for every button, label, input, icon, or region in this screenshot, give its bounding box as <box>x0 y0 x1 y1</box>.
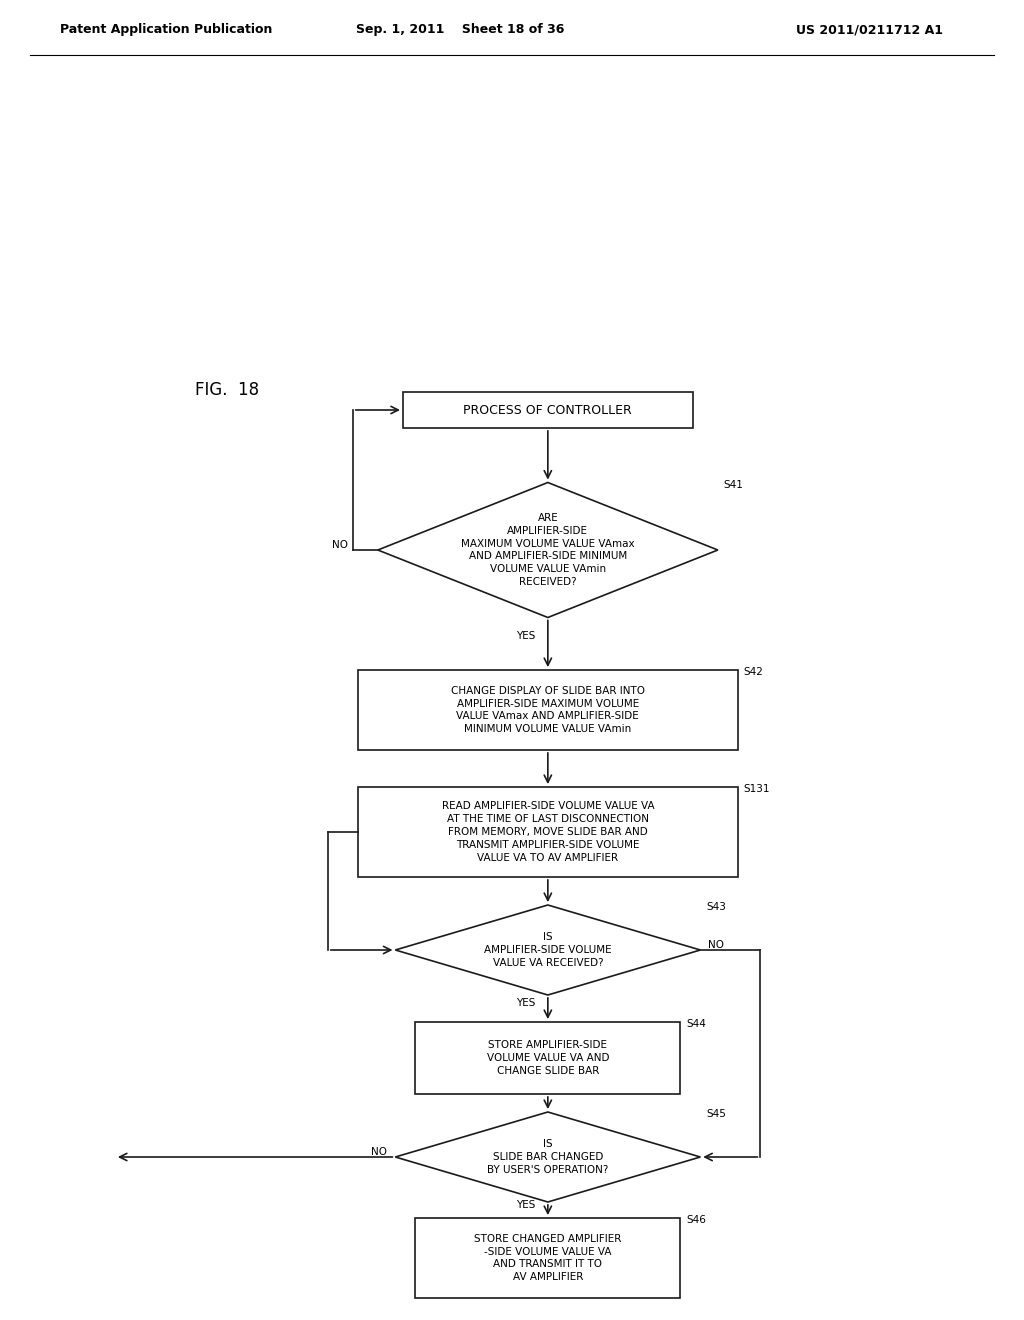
Bar <box>357 787 738 876</box>
Text: NO: NO <box>332 540 348 550</box>
Text: Patent Application Publication: Patent Application Publication <box>60 24 272 37</box>
Text: CHANGE DISPLAY OF SLIDE BAR INTO
AMPLIFIER-SIDE MAXIMUM VOLUME
VALUE VAmax AND A: CHANGE DISPLAY OF SLIDE BAR INTO AMPLIFI… <box>451 686 645 734</box>
Text: STORE AMPLIFIER-SIDE
VOLUME VALUE VA AND
CHANGE SLIDE BAR: STORE AMPLIFIER-SIDE VOLUME VALUE VA AND… <box>486 1040 609 1076</box>
Text: NO: NO <box>372 1147 387 1158</box>
Text: NO: NO <box>709 940 724 950</box>
Bar <box>416 1022 680 1094</box>
Text: IS
SLIDE BAR CHANGED
BY USER'S OPERATION?: IS SLIDE BAR CHANGED BY USER'S OPERATION… <box>487 1139 608 1175</box>
Text: S131: S131 <box>743 784 770 795</box>
Text: YES: YES <box>516 1200 536 1210</box>
Text: S42: S42 <box>743 667 764 677</box>
Text: PROCESS OF CONTROLLER: PROCESS OF CONTROLLER <box>464 404 632 417</box>
Bar <box>402 392 693 428</box>
Text: YES: YES <box>516 998 536 1008</box>
Text: S43: S43 <box>707 902 726 912</box>
Text: IS
AMPLIFIER-SIDE VOLUME
VALUE VA RECEIVED?: IS AMPLIFIER-SIDE VOLUME VALUE VA RECEIV… <box>484 932 611 968</box>
Polygon shape <box>395 906 700 995</box>
Polygon shape <box>395 1111 700 1203</box>
Text: S41: S41 <box>724 479 743 490</box>
Text: STORE CHANGED AMPLIFIER
-SIDE VOLUME VALUE VA
AND TRANSMIT IT TO
AV AMPLIFIER: STORE CHANGED AMPLIFIER -SIDE VOLUME VAL… <box>474 1234 622 1282</box>
Text: S44: S44 <box>686 1019 707 1030</box>
Text: US 2011/0211712 A1: US 2011/0211712 A1 <box>797 24 943 37</box>
Bar <box>416 1218 680 1298</box>
Text: ARE
AMPLIFIER-SIDE
MAXIMUM VOLUME VALUE VAmax
AND AMPLIFIER-SIDE MINIMUM
VOLUME : ARE AMPLIFIER-SIDE MAXIMUM VOLUME VALUE … <box>461 513 635 587</box>
Text: S45: S45 <box>707 1109 726 1119</box>
Text: FIG.  18: FIG. 18 <box>195 381 259 399</box>
Text: S46: S46 <box>686 1214 707 1225</box>
Text: Sep. 1, 2011    Sheet 18 of 36: Sep. 1, 2011 Sheet 18 of 36 <box>355 24 564 37</box>
Text: YES: YES <box>516 631 536 640</box>
Polygon shape <box>378 483 718 618</box>
Text: READ AMPLIFIER-SIDE VOLUME VALUE VA
AT THE TIME OF LAST DISCONNECTION
FROM MEMOR: READ AMPLIFIER-SIDE VOLUME VALUE VA AT T… <box>441 801 654 862</box>
Bar <box>357 671 738 750</box>
